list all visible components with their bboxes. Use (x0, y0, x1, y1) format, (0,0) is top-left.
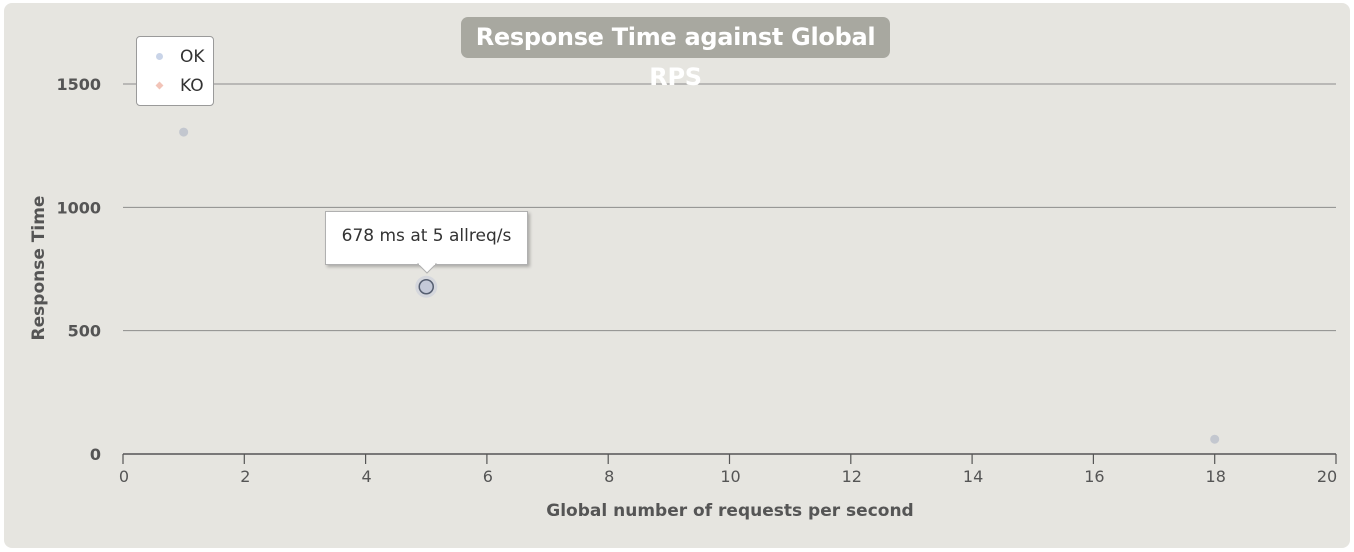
y-tick-label: 0 (90, 445, 101, 464)
axes: 0 500 1000 1500 0 2 4 6 8 10 12 14 16 18 20 (56, 75, 1337, 486)
data-point-ok[interactable] (1210, 434, 1220, 444)
grid-lines (123, 83, 1336, 332)
y-tick-label: 500 (68, 322, 101, 341)
legend-item-ok[interactable]: OK (137, 42, 215, 70)
legend-item-ko[interactable]: KO (137, 71, 215, 99)
y-tick-label: 1000 (56, 198, 101, 217)
y-tick-label: 1500 (56, 75, 101, 94)
y-axis-label: Response Time (29, 196, 49, 341)
x-tick-label: 14 (963, 467, 983, 486)
x-tick-label: 2 (240, 467, 250, 486)
x-tick-label: 16 (1084, 467, 1104, 486)
x-tick-label: 4 (362, 467, 372, 486)
chart-panel (4, 3, 1350, 548)
chart-title: Response Time against Global RPS (475, 23, 876, 91)
legend: OK KO (136, 36, 214, 106)
legend-label-ko: KO (180, 76, 204, 96)
chart-title-background (461, 17, 890, 58)
data-point-ok[interactable] (179, 127, 189, 137)
tooltip: 678 ms at 5 allreq/s (325, 211, 528, 265)
tooltip-text: 678 ms at 5 allreq/s (341, 226, 512, 246)
legend-label-ok: OK (180, 47, 205, 67)
x-tick-label: 18 (1206, 467, 1226, 486)
x-tick-label: 8 (604, 467, 614, 486)
x-tick-label: 20 (1317, 467, 1337, 486)
data-point-ok[interactable] (418, 279, 434, 295)
x-tick-label: 12 (842, 467, 862, 486)
x-axis-label: Global number of requests per second (546, 501, 913, 521)
x-tick-label: 10 (720, 467, 740, 486)
x-tick-label: 0 (119, 467, 129, 486)
legend-ko-diamond-icon (155, 81, 164, 90)
x-tick-label: 6 (483, 467, 493, 486)
data-points (179, 127, 1220, 444)
legend-ok-circle-icon (156, 53, 163, 60)
